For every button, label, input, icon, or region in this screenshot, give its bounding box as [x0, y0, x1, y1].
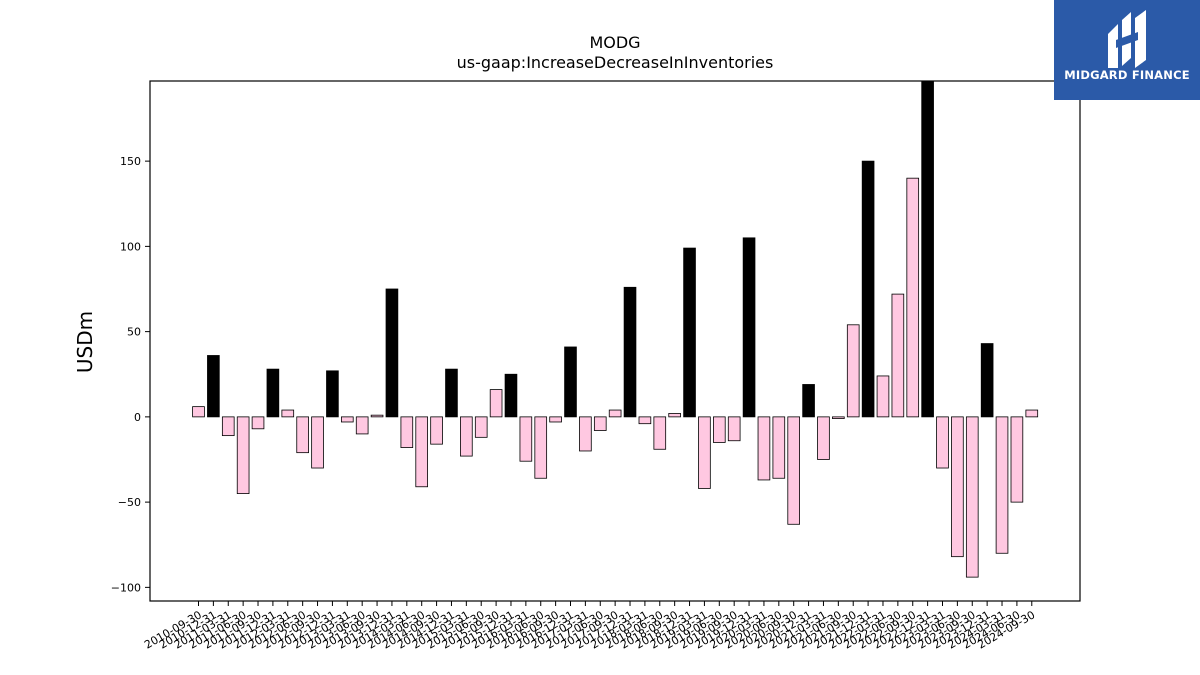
bar-2019-12-31 [742, 237, 756, 418]
bar-2019-06-30 [713, 416, 726, 443]
bar-2019-09-30 [727, 416, 741, 442]
bar-2024-03-31 [995, 416, 1009, 554]
bar-2021-12-31 [861, 160, 875, 418]
y-tick-label: 150 [120, 155, 141, 168]
bar-2023-06-30 [951, 416, 964, 558]
bar-2017-12-31 [623, 286, 637, 418]
bar-2012-06-30 [296, 416, 309, 454]
brand-name: MIDGARD FINANCE [1064, 68, 1190, 82]
bar-2022-12-31 [921, 80, 934, 418]
bar-2022-03-31 [876, 375, 890, 418]
midgard-logo-icon [1108, 10, 1146, 68]
bar-2014-06-30 [415, 416, 428, 488]
bar-2016-06-30 [534, 416, 548, 479]
bar-2018-06-30 [653, 416, 667, 450]
bar-2022-06-30 [891, 293, 905, 418]
bar-2024-06-30 [1010, 416, 1024, 503]
y-ticks: −100 −50 0 50 100 150 [111, 155, 150, 594]
bar-2011-09-30 [251, 416, 265, 430]
bar-2021-09-30 [846, 324, 860, 418]
y-tick-label: 100 [120, 240, 141, 253]
chart-title: MODG [589, 33, 640, 52]
bar-2013-09-30 [370, 414, 384, 418]
bar-2020-09-30 [787, 416, 800, 525]
bar-2015-12-31 [504, 373, 518, 418]
bar-2015-03-31 [460, 416, 473, 457]
bar-2010-09-30 [192, 406, 205, 418]
bar-2023-09-30 [965, 416, 979, 578]
chart-subtitle: us-gaap:IncreaseDecreaseInInventories [457, 53, 774, 72]
bar-2019-03-31 [698, 416, 711, 489]
bar-2024-09-30 [1025, 409, 1039, 418]
bar-2017-09-30 [608, 409, 622, 418]
y-tick-label: −100 [111, 581, 141, 594]
bar-2021-03-31 [817, 416, 830, 460]
bar-2017-03-31 [579, 416, 592, 452]
bar-2010-12-31 [207, 355, 220, 418]
bar-2023-03-31 [936, 416, 949, 469]
bar-2011-03-31 [221, 416, 235, 437]
bar-2012-03-31 [281, 409, 295, 418]
y-axis-label: USDm [73, 311, 97, 373]
bar-2014-12-31 [445, 368, 458, 418]
y-tick-label: 0 [134, 411, 141, 424]
plot-frame [149, 80, 1081, 602]
bar-2013-06-30 [355, 416, 369, 435]
bar-2014-03-31 [400, 416, 414, 448]
bar-2011-06-30 [236, 416, 250, 494]
bars [192, 80, 1039, 578]
bar-2016-12-31 [564, 346, 577, 418]
y-tick-label: −50 [118, 496, 141, 509]
bar-2011-12-31 [266, 368, 280, 418]
bar-2016-09-30 [549, 416, 562, 423]
x-ticks: 2010-09-302010-12-312011-03-312011-06-30… [142, 601, 1037, 652]
bar-2012-09-30 [311, 416, 324, 469]
bar-2020-03-31 [757, 416, 771, 481]
bar-2020-06-30 [772, 416, 786, 479]
bar-2012-12-31 [326, 370, 339, 418]
bar-2018-12-31 [683, 247, 696, 418]
bar-2013-12-31 [385, 288, 399, 418]
bar-2018-03-31 [638, 416, 652, 425]
bar-2014-09-30 [430, 416, 443, 445]
bar-2020-12-31 [802, 384, 815, 418]
bar-2015-06-30 [474, 416, 488, 438]
bar-2015-09-30 [489, 389, 503, 418]
bar-2018-09-30 [668, 413, 681, 418]
bar-2017-06-30 [593, 416, 607, 431]
bar-2013-03-31 [340, 416, 354, 423]
bar-2016-03-31 [519, 416, 533, 462]
bar-2021-06-30 [832, 416, 845, 419]
y-tick-label: 50 [127, 326, 141, 339]
bar-2022-09-30 [906, 177, 920, 418]
bar-2023-12-31 [980, 343, 994, 418]
brand-logo: MIDGARD FINANCE [1054, 0, 1200, 100]
